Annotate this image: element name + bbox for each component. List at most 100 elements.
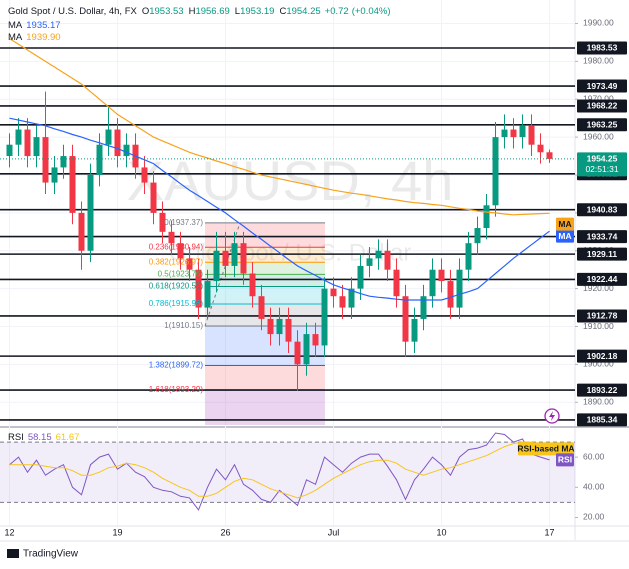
- y-tick-label: 1970.00: [583, 93, 614, 103]
- level-badge: 1893.22: [587, 385, 618, 395]
- ohlc-value: 1956.69: [195, 6, 229, 17]
- level-badge-bg: [577, 230, 627, 244]
- y-tick-label: 1960.00: [583, 131, 614, 141]
- x-tick-label: 19: [112, 527, 122, 537]
- level-badge: 1912.78: [587, 311, 618, 321]
- candle-body: [159, 212, 166, 232]
- rsi-name: RSI: [8, 432, 24, 443]
- rsi-tick-label: 60.00: [583, 451, 605, 461]
- candle-body: [465, 243, 472, 270]
- level-badge: 1922.44: [587, 274, 618, 284]
- candle-body: [420, 296, 427, 319]
- candle-body: [195, 269, 202, 308]
- fib-label: 0.5(1923.76): [158, 270, 204, 279]
- symbol: Gold Spot / U.S. Dollar, 4h, FX: [8, 6, 137, 17]
- candle-body: [258, 296, 265, 319]
- level-badge-bg: [577, 413, 627, 427]
- ma-badge: MA: [558, 219, 571, 229]
- y-tick-label: 1920.00: [583, 283, 614, 293]
- ma-badge-bg: [556, 229, 574, 243]
- candle-body: [393, 269, 400, 297]
- candle-body: [483, 205, 490, 229]
- rsi-badge-bg: [556, 453, 574, 467]
- legend-entry: MA 1939.90: [8, 32, 61, 43]
- candle-body: [69, 156, 76, 213]
- last-price-badge: 1954.25: [587, 154, 618, 164]
- legend-value: 1939.90: [26, 32, 60, 43]
- ohlc-label: L: [235, 6, 240, 17]
- level-badge-bg: [577, 272, 627, 286]
- change-pct: (+0.04%): [352, 6, 391, 17]
- fib-zone: [205, 274, 325, 287]
- level-badge-bg: [577, 349, 627, 363]
- candle-body: [501, 129, 508, 138]
- level-badge-bg: [577, 79, 627, 93]
- level-badge: 1963.25: [587, 120, 618, 130]
- level-badge-bg: [577, 41, 627, 55]
- y-tick-label: 1900.00: [583, 359, 614, 369]
- fib-label: 0.236(1930.94): [149, 242, 204, 251]
- brand-logo: [7, 549, 19, 558]
- candle-body: [33, 137, 40, 157]
- candle-body: [213, 250, 220, 282]
- candle-body: [267, 318, 274, 335]
- fib-label: 0(1937.37): [164, 218, 203, 227]
- legend-entry: MA 1935.17: [8, 20, 61, 31]
- level-badge-bg: [577, 309, 627, 323]
- candle-body: [456, 269, 463, 308]
- alert-bolt: [549, 411, 555, 421]
- fib-zone: [205, 303, 325, 326]
- ohlc-value: 1953.53: [149, 6, 183, 17]
- level-badge-bg: [577, 99, 627, 113]
- candle-body: [24, 129, 31, 157]
- candle-body: [546, 152, 553, 159]
- candle-body: [366, 258, 373, 266]
- candle-body: [42, 137, 49, 183]
- rsi-line: [9, 432, 550, 511]
- y-tick-label: 1980.00: [583, 56, 614, 66]
- candle-body: [411, 318, 418, 342]
- level-badge-bg: [577, 203, 627, 217]
- x-tick-label: Jul: [328, 527, 340, 537]
- candle-body: [447, 281, 454, 308]
- candle-body: [51, 167, 58, 183]
- y-tick-label: 1890.00: [583, 397, 614, 407]
- candle-body: [249, 273, 256, 297]
- level-badge: 1933.74: [587, 231, 618, 241]
- ohlc-label: C: [279, 6, 286, 17]
- countdown: 02:51:31: [585, 164, 618, 174]
- candle-body: [321, 288, 328, 346]
- fib-label: 1.382(1899.72): [149, 361, 204, 370]
- candle-body: [240, 243, 247, 274]
- candle-body: [294, 341, 301, 365]
- candle-body: [123, 144, 130, 157]
- candle-body: [141, 167, 148, 183]
- level-badge: 1968.22: [587, 101, 618, 111]
- x-tick-label: 17: [544, 527, 554, 537]
- candle-body: [150, 182, 157, 213]
- candle-body: [384, 250, 391, 270]
- level-badge-bg: [577, 247, 627, 261]
- ohlc-label: O: [142, 6, 149, 17]
- ma-badge-bg: [556, 217, 574, 231]
- rsi-tick-label: 40.00: [583, 482, 605, 492]
- ohlc-value: 1953.19: [240, 6, 274, 17]
- fib-label: 0.786(1915.96): [149, 299, 204, 308]
- header-line: Gold Spot / U.S. Dollar, 4h, FX O1953.53 H…: [8, 6, 391, 17]
- fib-label: 0.618(1920.55): [149, 282, 204, 291]
- moving-average-line: [9, 117, 550, 301]
- x-tick-label: 26: [220, 527, 230, 537]
- candle-body: [510, 129, 517, 138]
- level-badge: 1983.53: [587, 43, 618, 53]
- ohlc-label: H: [189, 6, 196, 17]
- rsi-ma-badge-bg: [518, 442, 574, 456]
- overlay-layer: TradingView 0(1937.37) 0.236(1930.94) 0.38…: [7, 6, 627, 560]
- rsi-value: 58.15: [28, 432, 52, 443]
- candle-body: [96, 144, 103, 175]
- legend-name: MA: [8, 32, 23, 43]
- candle-body: [285, 318, 292, 342]
- rsi-ma-badge: RSI-based MA: [517, 444, 574, 454]
- ma-badge: MA: [558, 231, 571, 241]
- y-tick-label: 1990.00: [583, 18, 614, 28]
- legend-name: MA: [8, 20, 23, 31]
